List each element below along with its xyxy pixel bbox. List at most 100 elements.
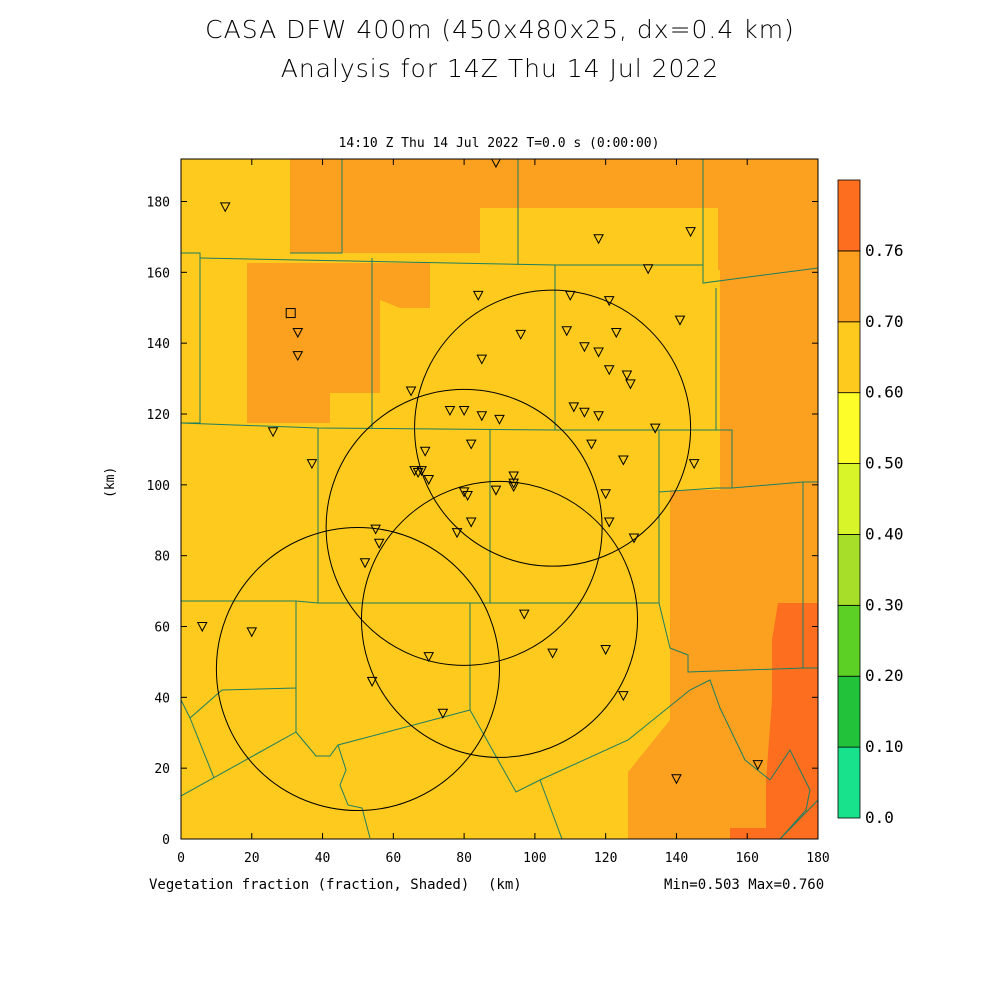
station-marker [246, 627, 258, 638]
station-marker [628, 533, 640, 544]
station-marker [465, 439, 477, 450]
station-marker [419, 446, 431, 457]
station-marker [685, 227, 696, 238]
station-marker [752, 760, 764, 771]
colorbar-segment [837, 746, 861, 819]
min-max-label: Min=0.503 Max=0.760 [664, 877, 825, 893]
station-marker [603, 517, 615, 528]
station-marker [292, 328, 304, 339]
colorbar-label: 0.40 [865, 524, 904, 543]
station-marker [625, 379, 636, 390]
station-marker [568, 402, 580, 413]
field-mid-region-north [290, 159, 818, 270]
y-tick-label: 120 [147, 408, 170, 423]
station-marker [564, 290, 576, 301]
colorbar-segment [837, 463, 861, 535]
square-station-marker [285, 308, 296, 319]
colorbar-segment [837, 534, 861, 606]
county-boundaries [181, 159, 818, 839]
x-tick-label: 80 [456, 851, 472, 866]
y-axis-label: (km) [103, 466, 118, 498]
station-markers [196, 159, 764, 785]
station-marker [618, 691, 629, 702]
station-marker [579, 342, 590, 353]
colorbar-label: 0.20 [865, 666, 904, 685]
station-marker [196, 622, 208, 633]
radar-ring-2 [360, 480, 639, 758]
field-high-region-south [730, 828, 770, 839]
radar-ring-0 [414, 289, 692, 567]
x-tick-label: 120 [594, 851, 617, 866]
field-mid-region-northwest [247, 263, 430, 423]
station-marker [292, 351, 304, 362]
variable-label: Vegetation fraction (fraction, Shaded) [149, 877, 470, 893]
x-tick-label: 180 [806, 851, 829, 866]
station-marker [515, 329, 527, 340]
station-marker [458, 487, 470, 498]
station-marker [423, 475, 435, 486]
station-marker [518, 609, 530, 620]
station-marker [586, 439, 597, 450]
colorbar-label: 0.10 [865, 737, 904, 756]
station-marker [603, 365, 615, 376]
station-marker [462, 490, 473, 502]
station-marker [444, 405, 456, 417]
station-marker [547, 648, 558, 659]
station-marker [674, 315, 686, 326]
station-marker [359, 558, 371, 569]
station-marker [618, 455, 629, 466]
station-marker [476, 411, 488, 422]
station-marker [267, 427, 279, 438]
x-tick-label: 60 [386, 851, 402, 866]
station-marker [593, 347, 604, 358]
y-tick-label: 140 [147, 337, 170, 352]
x-tick-label: 140 [665, 851, 688, 866]
y-tick-label: 160 [147, 266, 170, 281]
station-marker [409, 466, 420, 477]
colorbar-segment [837, 179, 861, 252]
plot-subtitle: 14:10 Z Thu 14 Jul 2022 T=0.0 s (0:00:00… [338, 136, 660, 151]
station-marker [370, 524, 381, 535]
x-tick-label: 160 [735, 851, 758, 866]
station-marker [416, 466, 427, 477]
plot-frame [180, 158, 819, 840]
y-tick-label: 60 [154, 621, 170, 636]
station-marker [593, 411, 604, 422]
station-marker [437, 708, 449, 719]
colorbar-segment [837, 675, 861, 748]
y-tick-label: 0 [162, 833, 170, 848]
y-tick-label: 80 [154, 550, 170, 565]
station-marker [642, 264, 654, 275]
station-marker [508, 478, 519, 489]
x-axis-unit-label: (km) [488, 877, 522, 893]
station-marker [465, 517, 477, 528]
vegetation-field [181, 159, 818, 839]
x-tick-label: 100 [523, 851, 546, 866]
colorbar-label: 0.50 [865, 454, 904, 473]
colorbar-label: 0.70 [865, 312, 904, 331]
colorbar-segment [837, 321, 861, 394]
x-tick-label: 0 [177, 851, 185, 866]
station-marker [423, 652, 435, 663]
y-axis: 0 20 40 60 80 100 120 140 160 180 [147, 196, 818, 848]
station-marker [593, 234, 604, 245]
station-marker [366, 676, 378, 687]
station-marker [451, 528, 463, 539]
station-marker [306, 459, 318, 470]
station-marker [688, 459, 700, 470]
radar-ring-3 [215, 526, 501, 812]
station-marker [579, 407, 590, 418]
y-tick-label: 20 [154, 762, 170, 777]
colorbar: 0.0 0.10 0.20 0.30 0.40 0.50 0.60 0.70 0.76 [837, 179, 904, 827]
station-marker [508, 471, 519, 482]
station-marker [600, 645, 611, 656]
colorbar-segment [837, 392, 861, 464]
colorbar-label: 0.60 [865, 383, 904, 402]
station-marker [649, 423, 661, 434]
field-mid-region-northeast [720, 270, 818, 490]
colorbar-segment [837, 250, 861, 323]
station-marker [476, 354, 488, 365]
station-marker [458, 405, 470, 417]
station-marker [491, 159, 501, 169]
